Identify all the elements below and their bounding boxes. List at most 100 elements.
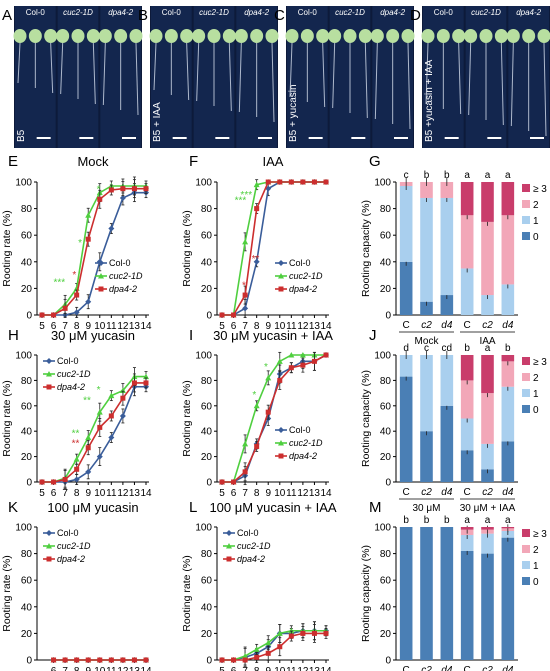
seedling-leaf (479, 29, 493, 43)
legend-label: Col-0 (57, 356, 79, 366)
x-tick-label: 6 (231, 488, 237, 499)
legend-entry: cuc2-1D (43, 369, 91, 379)
data-point (242, 238, 249, 245)
photo-panel-b: B Col-0 cuc2-1D dpa4-2 B5 + IAA (138, 6, 279, 148)
bar-segment-2 (481, 221, 494, 296)
y-tick-label: 100 (15, 178, 32, 189)
seedling-leaf (265, 29, 279, 43)
data-point (226, 556, 232, 562)
legend-entry: ≥ 3 (522, 357, 547, 368)
legend-label: 0 (533, 405, 539, 416)
significance-letter: a (485, 515, 491, 526)
seedling-root (60, 42, 64, 95)
bar-segment-≥ 3 (481, 182, 494, 222)
data-point (242, 653, 249, 659)
bar-segment-≥ 3 (501, 182, 515, 216)
seedling-leaf (285, 29, 299, 43)
chart-title: 100 μM yucasin (47, 500, 138, 515)
x-tick-label: 10 (274, 488, 286, 499)
data-point (288, 179, 294, 185)
significance-star: * (97, 385, 101, 396)
significance-letter: b (424, 170, 430, 181)
series-Col-0 (219, 351, 329, 486)
category-label: d4 (502, 487, 514, 498)
y-tick-label: 20 (380, 284, 392, 295)
x-tick-label: 11 (286, 488, 297, 499)
category-label: d4 (441, 487, 453, 498)
data-point (62, 305, 68, 311)
legend-swatch (522, 389, 530, 397)
series-Col-0 (39, 377, 149, 485)
seedling-root (289, 42, 293, 98)
seedling-root (153, 42, 157, 91)
y-tick-label: 80 (21, 376, 33, 387)
condition-label: B5 + IAA (152, 102, 163, 142)
data-point (85, 298, 92, 305)
data-point (62, 657, 68, 663)
data-point (143, 186, 149, 192)
x-tick-label: 8 (254, 666, 260, 671)
significance-star: * (72, 270, 76, 281)
data-point (288, 633, 294, 639)
legend-label: Col-0 (57, 528, 79, 538)
y-tick-label: 100 (374, 523, 391, 534)
legend-label: Col-0 (237, 528, 259, 538)
legend-swatch (522, 545, 530, 553)
data-point (39, 479, 45, 485)
genotype-label: cuc2-1D (199, 8, 229, 17)
legend-label: 2 (533, 373, 539, 384)
legend-label: cuc2-1D (57, 541, 91, 551)
x-tick-label: 6 (51, 488, 57, 499)
series-line (222, 629, 326, 661)
data-point (323, 630, 329, 636)
x-tick-label: 6 (231, 321, 237, 332)
x-tick-label: 9 (265, 321, 271, 332)
seedling-leaf (328, 29, 342, 43)
significance-star: *** (53, 278, 65, 289)
seedling-root (364, 42, 368, 119)
chart-k: K 100 μM yucasin 0 20 40 60 80 100 Rooting rate … (1, 499, 152, 671)
data-point (108, 413, 114, 419)
data-point (131, 657, 137, 663)
data-point (51, 479, 57, 485)
category-label: d4 (441, 665, 453, 671)
x-tick-label: 14 (140, 488, 152, 499)
seedling-root (458, 42, 462, 115)
seedling-leaf (537, 29, 550, 43)
seedling-root (17, 42, 21, 84)
y-tick-label: 0 (385, 478, 391, 489)
genotype-label: dpa4-2 (380, 8, 405, 17)
data-point (85, 468, 92, 475)
y-axis-label: Rooting rate (%) (181, 210, 193, 286)
x-tick-label: 7 (242, 666, 248, 671)
legend-entry: dpa4-2 (223, 554, 265, 564)
data-point (119, 387, 126, 394)
legend-label: dpa4-2 (109, 284, 137, 294)
bar-segment-≥ 3 (481, 527, 494, 530)
seedling-root (332, 42, 336, 109)
x-tick-label: 12 (117, 666, 129, 671)
x-tick-label: 11 (106, 666, 117, 671)
significance-letter: b (444, 170, 450, 181)
y-tick-label: 80 (21, 549, 33, 560)
legend-label: dpa4-2 (57, 554, 85, 564)
y-tick-label: 0 (206, 478, 212, 489)
seedling-leaf (401, 29, 415, 43)
series-line (222, 354, 326, 483)
data-point (231, 657, 237, 663)
series-line (42, 185, 146, 316)
condition-label: B5 (16, 129, 27, 142)
data-point (242, 657, 248, 663)
x-tick-label: 13 (129, 321, 141, 332)
legend-entry: Col-0 (95, 258, 131, 268)
x-tick-label: 11 (106, 321, 117, 332)
y-tick-label: 60 (21, 576, 33, 587)
bar-segment-1 (399, 185, 413, 262)
legend-label: ≥ 3 (533, 529, 547, 540)
y-tick-label: 20 (201, 452, 213, 463)
category-label: c2 (482, 320, 493, 331)
data-point (253, 181, 260, 188)
legend-entry: 1 (522, 561, 539, 572)
bar-segment-0 (399, 261, 413, 315)
legend-label: cuc2-1D (57, 369, 91, 379)
